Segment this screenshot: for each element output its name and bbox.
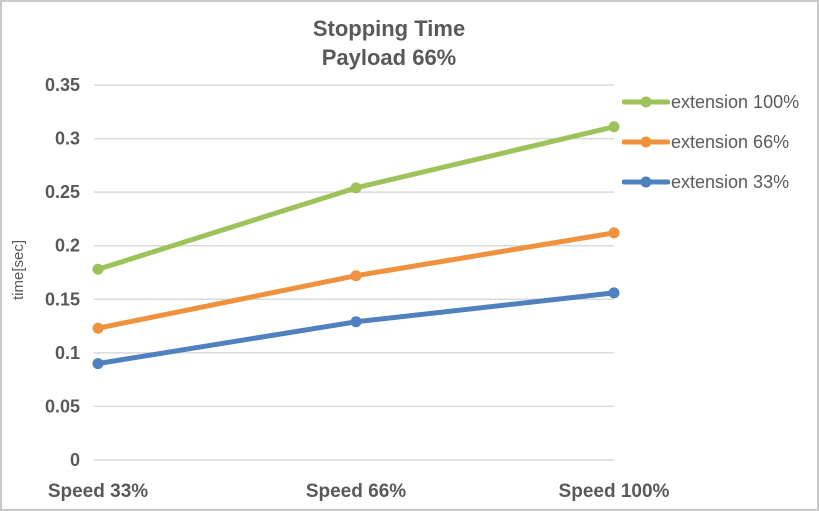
- x-tick-label: Speed 100%: [559, 481, 670, 502]
- data-point-marker: [608, 287, 620, 299]
- y-tick-label: 0.05: [45, 396, 80, 416]
- legend-line-marker-icon: [622, 96, 670, 108]
- legend-item: extension 33%: [622, 162, 799, 202]
- data-point-marker: [92, 263, 104, 275]
- y-tick-label: 0.15: [45, 289, 80, 309]
- chart-title-line2: Payload 66%: [321, 45, 457, 70]
- legend-label: extension 33%: [671, 171, 790, 192]
- data-point-marker: [350, 270, 362, 282]
- data-point-marker: [92, 322, 104, 334]
- y-tick-label: 0.25: [45, 182, 80, 202]
- y-tick-label: 0.2: [55, 236, 80, 256]
- x-tick-label: Speed 66%: [306, 481, 406, 502]
- chart-title: Stopping Time Payload 66%: [2, 14, 776, 72]
- data-point-marker: [350, 316, 362, 328]
- y-tick-label: 0.1: [55, 343, 80, 363]
- data-point-marker: [608, 121, 620, 133]
- legend: extension 100% extension 66% extension 33%: [622, 82, 799, 202]
- y-tick-label: 0: [70, 450, 80, 470]
- legend-label: extension 66%: [671, 131, 790, 152]
- x-tick-label: Speed 33%: [48, 481, 148, 502]
- legend-label: extension 100%: [671, 91, 800, 112]
- data-point-marker: [350, 182, 362, 194]
- legend-line-marker-icon: [622, 136, 670, 148]
- data-point-marker: [92, 358, 104, 370]
- y-tick-label: 0.3: [55, 129, 80, 149]
- chart-title-line1: Stopping Time: [312, 16, 466, 41]
- legend-item: extension 66%: [622, 122, 799, 162]
- data-point-marker: [608, 227, 620, 239]
- legend-line-marker-icon: [622, 176, 670, 188]
- y-tick-label: 0.35: [45, 75, 80, 95]
- legend-item: extension 100%: [622, 82, 799, 122]
